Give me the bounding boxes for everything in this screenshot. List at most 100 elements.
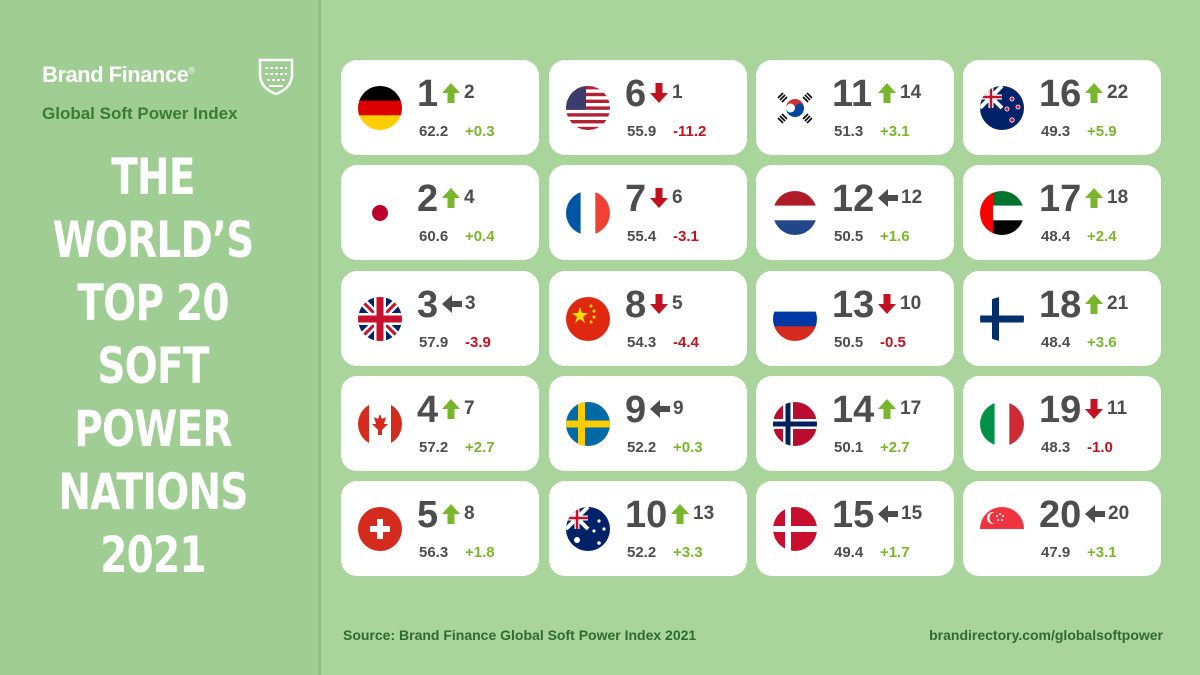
previous-rank: 18 xyxy=(1107,187,1129,208)
headline-line: POWER xyxy=(74,400,232,458)
headline-line: WORLD’S xyxy=(52,211,255,269)
score-change: +2.7 xyxy=(880,439,910,456)
previous-rank: 9 xyxy=(673,398,684,419)
rank-number: 10 xyxy=(625,494,668,536)
score-change: -0.5 xyxy=(880,334,906,351)
country-card: 18 21 48.4 +3.6 xyxy=(963,271,1161,366)
index-score: 47.9 xyxy=(1041,544,1071,561)
previous-rank: 10 xyxy=(900,293,922,314)
country-card: 12 12 50.5 +1.6 xyxy=(756,165,954,260)
rank-number: 11 xyxy=(832,73,873,115)
score-change: +2.4 xyxy=(1087,228,1117,245)
website-link[interactable]: brandirectory.com/globalsoftpower xyxy=(929,627,1163,643)
headline-line: TOP 20 xyxy=(77,274,229,332)
headline-line: THE xyxy=(111,148,195,206)
index-score: 49.4 xyxy=(834,544,864,561)
index-score: 62.2 xyxy=(419,123,449,140)
rank-number: 3 xyxy=(417,284,439,326)
new-zealand-flag-icon xyxy=(980,86,1024,130)
trend-up-arrow-icon xyxy=(441,502,461,526)
south-korea-flag-icon xyxy=(773,86,817,130)
finland-flag-icon xyxy=(980,297,1024,341)
country-card: 8 5 54.3 -4.4 xyxy=(549,271,747,366)
score-change: -11.2 xyxy=(673,123,707,140)
index-score: 48.3 xyxy=(1041,439,1071,456)
country-card: 2 4 60.6 +0.4 xyxy=(341,165,539,260)
index-score: 57.2 xyxy=(419,439,449,456)
index-score: 51.3 xyxy=(834,123,864,140)
united-kingdom-flag-icon xyxy=(358,297,402,341)
index-score: 55.9 xyxy=(627,123,657,140)
rank-number: 4 xyxy=(417,389,439,431)
country-card: 19 11 48.3 -1.0 xyxy=(963,376,1161,471)
trend-down-arrow-icon xyxy=(649,186,669,210)
score-change: -4.4 xyxy=(673,334,699,351)
country-card: 17 18 48.4 +2.4 xyxy=(963,165,1161,260)
index-score: 49.3 xyxy=(1041,123,1071,140)
index-score: 60.6 xyxy=(419,228,449,245)
denmark-flag-icon xyxy=(773,507,817,551)
previous-rank: 17 xyxy=(900,398,922,419)
sidebar: Brand Finance® Global Soft Power Index T… xyxy=(0,0,321,675)
headline: THE WORLD’S TOP 20 SOFT POWER NATIONS 20… xyxy=(34,146,273,587)
score-change: +5.9 xyxy=(1087,123,1117,140)
rank-number: 13 xyxy=(832,284,875,326)
country-card: 14 17 50.1 +2.7 xyxy=(756,376,954,471)
trend-up-arrow-icon xyxy=(1084,186,1104,210)
country-card: 11 14 51.3 +3.1 xyxy=(756,60,954,155)
country-card: 13 10 50.5 -0.5 xyxy=(756,271,954,366)
index-score: 57.9 xyxy=(419,334,449,351)
score-change: -3.9 xyxy=(465,334,491,351)
previous-rank: 4 xyxy=(464,187,475,208)
trend-up-arrow-icon xyxy=(670,502,690,526)
headline-line: SOFT xyxy=(97,337,209,395)
score-change: +1.7 xyxy=(880,544,910,561)
previous-rank: 15 xyxy=(901,503,923,524)
index-score: 52.2 xyxy=(627,544,657,561)
index-score: 56.3 xyxy=(419,544,449,561)
score-change: -3.1 xyxy=(673,228,699,245)
russia-flag-icon xyxy=(773,297,817,341)
score-change: +3.1 xyxy=(880,123,910,140)
score-change: +1.6 xyxy=(880,228,910,245)
score-change: +3.3 xyxy=(673,544,703,561)
previous-rank: 5 xyxy=(672,293,683,314)
trend-down-arrow-icon xyxy=(649,292,669,316)
trend-up-arrow-icon xyxy=(1084,81,1104,105)
previous-rank: 13 xyxy=(693,503,715,524)
previous-rank: 12 xyxy=(901,187,923,208)
brand-crest-icon xyxy=(258,58,294,96)
trend-down-arrow-icon xyxy=(649,81,669,105)
singapore-flag-icon xyxy=(980,507,1024,551)
trend-same-arrow-icon xyxy=(441,292,462,316)
previous-rank: 8 xyxy=(464,503,475,524)
country-card: 3 3 57.9 -3.9 xyxy=(341,271,539,366)
trend-up-arrow-icon xyxy=(877,397,897,421)
trend-up-arrow-icon xyxy=(877,81,897,105)
rank-number: 6 xyxy=(625,73,647,115)
rank-number: 17 xyxy=(1039,178,1082,220)
previous-rank: 6 xyxy=(672,187,683,208)
rank-number: 14 xyxy=(832,389,875,431)
source-note: Source: Brand Finance Global Soft Power … xyxy=(343,627,697,643)
brand-logo-text: Brand Finance® xyxy=(42,62,195,87)
rank-number: 8 xyxy=(625,284,647,326)
rank-number: 16 xyxy=(1039,73,1082,115)
country-card: 9 9 52.2 +0.3 xyxy=(549,376,747,471)
score-change: +3.1 xyxy=(1087,544,1117,561)
previous-rank: 11 xyxy=(1107,398,1128,419)
index-score: 48.4 xyxy=(1041,334,1071,351)
previous-rank: 2 xyxy=(464,82,475,103)
trend-same-arrow-icon xyxy=(1084,502,1105,526)
china-flag-icon xyxy=(566,297,610,341)
score-change: +2.7 xyxy=(465,439,495,456)
score-change: -1.0 xyxy=(1087,439,1113,456)
country-card: 10 13 52.2 +3.3 xyxy=(549,481,747,576)
france-flag-icon xyxy=(566,191,610,235)
switzerland-flag-icon xyxy=(358,507,402,551)
score-change: +0.4 xyxy=(465,228,495,245)
trend-same-arrow-icon xyxy=(877,502,898,526)
country-card: 6 1 55.9 -11.2 xyxy=(549,60,747,155)
rank-number: 20 xyxy=(1039,494,1082,536)
sweden-flag-icon xyxy=(566,402,610,446)
